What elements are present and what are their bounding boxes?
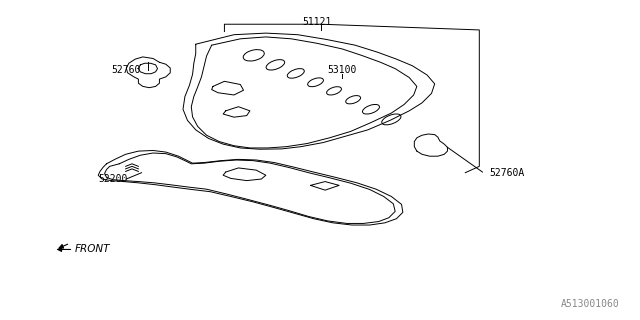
Text: FRONT: FRONT: [75, 244, 110, 254]
Text: 52760: 52760: [111, 65, 140, 75]
Text: 53100: 53100: [328, 65, 357, 75]
Text: 52760A: 52760A: [489, 168, 524, 178]
Text: 52200: 52200: [98, 174, 127, 184]
Text: A513001060: A513001060: [561, 299, 620, 309]
Text: 51121: 51121: [302, 17, 332, 27]
